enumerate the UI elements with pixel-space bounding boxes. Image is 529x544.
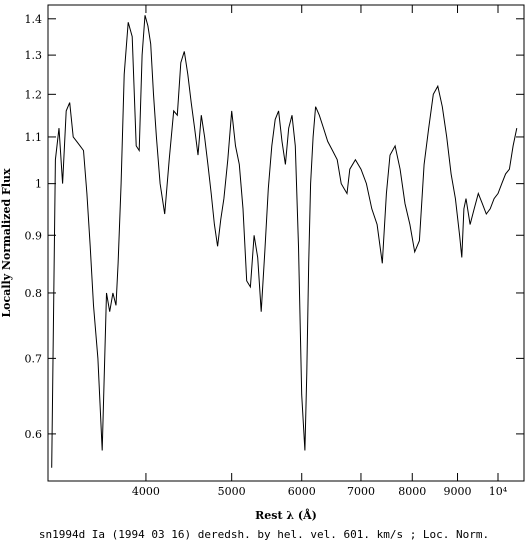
plot-frame (47, 4, 525, 482)
y-tick-label: 1.2 (25, 88, 43, 101)
x-tick-label: 7000 (347, 485, 375, 498)
y-tick-label: 0.8 (25, 287, 43, 300)
x-tick-label: 8000 (398, 485, 426, 498)
x-tick-label: 4000 (132, 485, 160, 498)
y-axis-label: Locally Normalized Flux (0, 168, 13, 318)
y-tick-label: 0.7 (25, 352, 43, 365)
caption: sn1994d Ia (1994 03 16) deredsh. by hel.… (39, 528, 489, 541)
y-tick-label: 1.3 (25, 49, 43, 62)
x-axis-label: Rest λ (Å) (255, 508, 317, 522)
x-tick-label: 5000 (218, 485, 246, 498)
x-tick-label: 6000 (288, 485, 316, 498)
y-tick-label: 1 (35, 178, 42, 191)
x-tick-label: 10⁴ (489, 485, 508, 498)
y-tick-label: 1.4 (25, 13, 43, 26)
flux-series-line (51, 15, 518, 468)
y-tick-label: 1.1 (25, 131, 43, 144)
y-axis-ticks: 0.6 0.7 0.8 0.9 1 1.1 1.2 1.3 1.4 (25, 13, 524, 441)
y-tick-label: 0.6 (25, 428, 43, 441)
x-tick-label: 9000 (444, 485, 472, 498)
y-tick-label: 0.9 (25, 229, 43, 242)
x-axis-ticks: 4000 5000 6000 7000 8000 9000 10⁴ (132, 5, 508, 498)
